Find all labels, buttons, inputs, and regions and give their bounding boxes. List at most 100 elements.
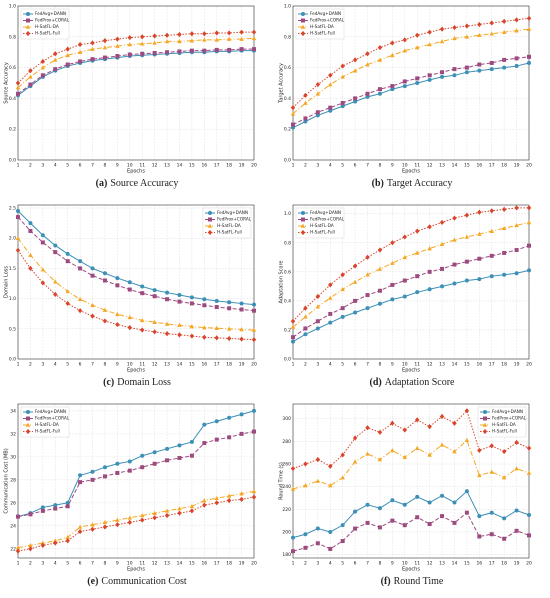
marker [415, 515, 420, 520]
legend-marker [483, 416, 487, 421]
marker [526, 220, 532, 225]
x-tick-label: 10 [402, 163, 408, 169]
marker [177, 322, 182, 327]
y-tick-label: 32 [10, 431, 16, 437]
x-tick-label: 12 [152, 362, 158, 368]
legend-label: H-SatFL-DA [217, 223, 241, 228]
marker [452, 215, 457, 221]
marker [15, 548, 21, 554]
marker [501, 18, 507, 24]
legend-label: FedProx+CORAL [492, 416, 527, 421]
marker [226, 493, 232, 498]
marker [452, 35, 457, 41]
marker [340, 306, 345, 311]
y-tick-label: 0.4 [9, 96, 16, 102]
x-tick-label: 13 [439, 362, 445, 368]
marker [53, 506, 58, 511]
series-line [17, 431, 255, 518]
x-tick-label: 1 [17, 362, 20, 368]
x-tick-label: 4 [329, 362, 332, 368]
marker [514, 271, 519, 276]
y-tick-label: 0.6 [284, 269, 291, 275]
x-tick-label: 9 [116, 362, 119, 368]
marker [78, 480, 83, 485]
marker [377, 525, 382, 530]
legend-marker [207, 223, 213, 228]
plot-frame [292, 5, 530, 161]
x-tick-label: 20 [526, 561, 532, 567]
marker [365, 272, 370, 277]
marker [152, 40, 157, 45]
marker [439, 219, 445, 226]
series-line [292, 439, 530, 490]
marker [291, 535, 295, 540]
x-tick-label: 15 [464, 362, 470, 368]
marker [452, 500, 457, 505]
x-tick-label: 10 [402, 362, 408, 368]
caption: (a) Source Accuracy [96, 178, 179, 189]
marker [427, 77, 432, 82]
y-tick-label: 0.2 [284, 127, 291, 133]
marker [177, 299, 182, 304]
plot-frame [292, 204, 530, 360]
x-tick-label: 8 [379, 362, 382, 368]
marker [315, 326, 320, 331]
marker [77, 49, 83, 54]
marker [202, 498, 207, 503]
marker [102, 307, 108, 312]
x-tick-label: 19 [514, 561, 520, 567]
marker [152, 515, 157, 521]
y-tick-label: 1.5 [9, 266, 16, 272]
marker [177, 456, 182, 461]
marker [90, 313, 95, 319]
marker [77, 296, 83, 302]
marker [140, 513, 145, 518]
marker [77, 41, 83, 48]
marker [40, 280, 46, 286]
marker [65, 259, 70, 264]
marker [202, 422, 207, 427]
legend-marker [300, 24, 306, 29]
y-tick-label: 22 [10, 546, 16, 552]
marker [303, 326, 308, 331]
y-tick-label: 30 [10, 454, 16, 460]
marker [189, 453, 194, 458]
legend-label: FedAvg+DANN [310, 11, 341, 16]
y-tick-label: 0.0 [284, 158, 291, 164]
marker [227, 306, 232, 311]
y-axis-label: Source Accuracy [4, 62, 10, 104]
marker [390, 282, 395, 287]
marker [15, 235, 21, 241]
marker [189, 503, 195, 509]
marker [226, 497, 232, 504]
x-tick-label: 17 [214, 163, 220, 169]
marker [514, 205, 519, 211]
marker [402, 502, 407, 507]
marker [502, 272, 507, 277]
marker [328, 546, 333, 551]
marker [415, 250, 420, 255]
marker [365, 451, 370, 456]
legend-marker [25, 30, 31, 37]
x-tick-label: 15 [464, 561, 470, 567]
marker [214, 500, 219, 506]
x-axis-label: Epochs [402, 368, 420, 374]
caption-text: Round Time [394, 576, 444, 587]
marker [303, 532, 308, 537]
x-tick-label: 11 [414, 163, 420, 169]
marker [40, 58, 46, 65]
y-tick-label: 200 [282, 529, 291, 535]
marker [415, 76, 420, 81]
x-tick-label: 8 [104, 362, 107, 368]
legend-marker [208, 217, 212, 222]
marker [16, 209, 20, 214]
marker [340, 272, 345, 278]
marker [239, 431, 244, 436]
legend-label: H-SatFL-Full [35, 429, 60, 434]
marker [440, 70, 445, 75]
legend-label: FedProx+CORAL [217, 217, 252, 222]
marker [526, 26, 532, 31]
marker [402, 37, 407, 43]
